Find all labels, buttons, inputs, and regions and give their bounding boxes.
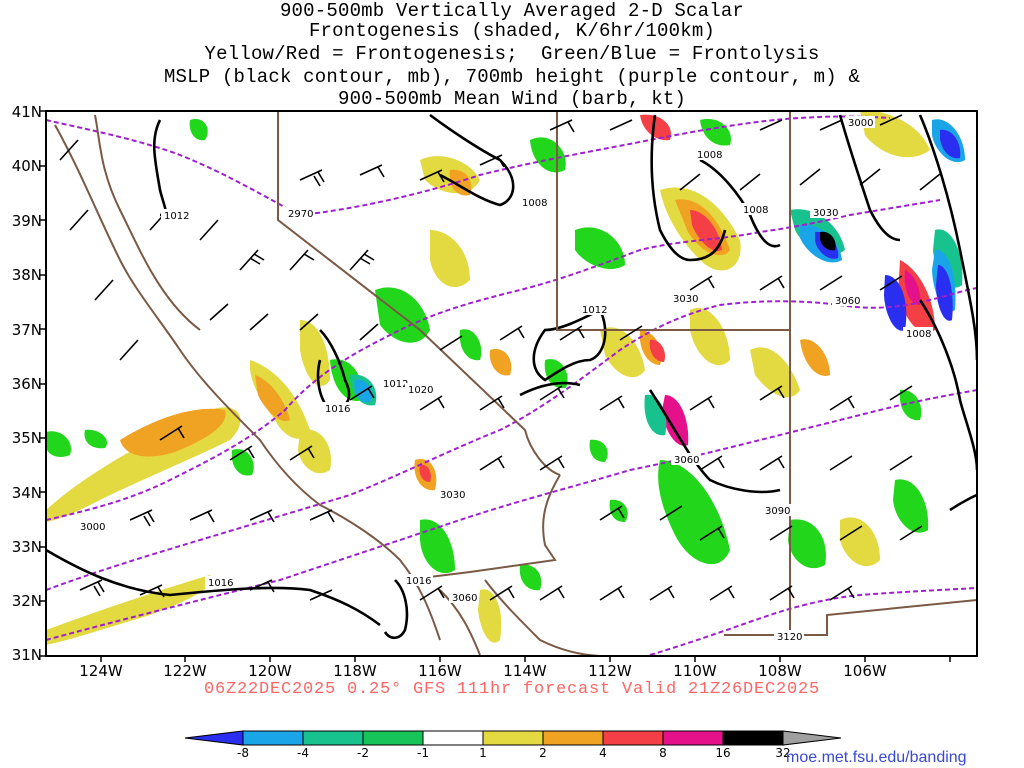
title-line-2: Frontogenesis (shaded, K/6hr/100km) <box>308 20 716 42</box>
title-line-1: 900-500mb Vertically Averaged 2-D Scalar <box>279 0 745 22</box>
mslp-label: 1012 <box>164 211 189 222</box>
wind-barbs <box>59 114 941 601</box>
mslp-label: 1020 <box>408 385 433 396</box>
axis-ticks <box>40 110 951 662</box>
height-label: 3120 <box>777 632 802 643</box>
lon-label: 106W <box>843 662 887 680</box>
source-credit-link[interactable]: moe.met.fsu.edu/banding <box>786 749 967 766</box>
lon-label: 122W <box>163 662 207 680</box>
colorbar-swatch <box>602 730 664 746</box>
height-label: 3060 <box>452 593 477 604</box>
colorbar-label: 16 <box>715 746 731 760</box>
colorbar-swatch <box>422 730 484 746</box>
lon-label: 116W <box>418 662 462 680</box>
colorbar-label: -4 <box>297 746 309 760</box>
lat-label: 37N <box>11 321 42 339</box>
colorbar-label: 8 <box>659 746 667 760</box>
lat-label: 39N <box>11 212 42 230</box>
mslp-label: 1016 <box>325 404 350 415</box>
colorbar-label: 2 <box>539 746 547 760</box>
colorbar-label: 32 <box>775 746 791 760</box>
title-line-5: 900-500mb Mean Wind (barb, kt) <box>337 88 687 110</box>
colorbar-label: -8 <box>237 746 249 760</box>
mslp-label: 1016 <box>208 578 233 589</box>
lat-label: 41N <box>11 103 42 121</box>
mslp-label: 1008 <box>697 150 722 161</box>
height-label: 3000 <box>848 118 873 129</box>
colorbar-swatch <box>662 730 724 746</box>
height-label: 3030 <box>440 490 465 501</box>
mslp-label: 1012 <box>383 379 408 390</box>
lat-label: 38N <box>11 266 42 284</box>
colorbar-swatch <box>362 730 424 746</box>
height-label: 3030 <box>673 294 698 305</box>
lat-label: 34N <box>11 484 42 502</box>
mslp-label: 1012 <box>582 305 607 316</box>
lon-label: 108W <box>758 662 802 680</box>
lon-label: 120W <box>248 662 292 680</box>
colorbar-swatch <box>302 730 364 746</box>
lon-label: 114W <box>503 662 547 680</box>
mslp-label: 1008 <box>743 205 768 216</box>
mslp-label: 1008 <box>906 329 931 340</box>
title-line-4: MSLP (black contour, mb), 700mb height (… <box>163 66 861 88</box>
height-contours <box>46 115 977 656</box>
mslp-label: 1008 <box>522 198 547 209</box>
height-label: 3030 <box>813 208 838 219</box>
colorbar-label: 4 <box>599 746 607 760</box>
colorbar-swatch <box>242 730 304 746</box>
colorbar <box>184 730 842 746</box>
lon-label: 118W <box>333 662 377 680</box>
lat-label: 35N <box>11 429 42 447</box>
lon-label: 124W <box>79 662 123 680</box>
colorbar-swatch <box>482 730 544 746</box>
colorbar-swatch <box>722 730 784 746</box>
colorbar-label: -2 <box>357 746 369 760</box>
height-label: 3060 <box>674 455 699 466</box>
title-line-3: Yellow/Red = Frontogenesis; Green/Blue =… <box>204 43 820 65</box>
height-label: 3090 <box>765 506 790 517</box>
height-label: 2970 <box>288 209 313 220</box>
forecast-valid-text: 06Z22DEC2025 0.25° GFS 111hr forecast Va… <box>203 680 821 699</box>
height-label: 3000 <box>80 522 105 533</box>
borders <box>54 111 977 656</box>
lat-label: 36N <box>11 375 42 393</box>
lon-label: 110W <box>673 662 717 680</box>
mslp-label: 1016 <box>406 576 431 587</box>
colorbar-swatch <box>542 730 604 746</box>
lat-label: 32N <box>11 592 42 610</box>
lat-label: 40N <box>11 157 42 175</box>
colorbar-label: 1 <box>479 746 487 760</box>
lon-label: 112W <box>588 662 632 680</box>
lat-label: 31N <box>11 646 42 664</box>
colorbar-label: -1 <box>417 746 429 760</box>
colorbar-arrow-right <box>782 730 842 746</box>
lat-label: 33N <box>11 538 42 556</box>
height-contour-labels: 2970 3000 3030 3030 3060 3060 3060 3090 … <box>77 116 875 643</box>
height-label: 3060 <box>835 296 860 307</box>
mslp-contour-labels: 1012 1012 1016 1012 1020 1008 1008 1008 … <box>161 148 933 589</box>
colorbar-arrow-left <box>184 730 244 746</box>
